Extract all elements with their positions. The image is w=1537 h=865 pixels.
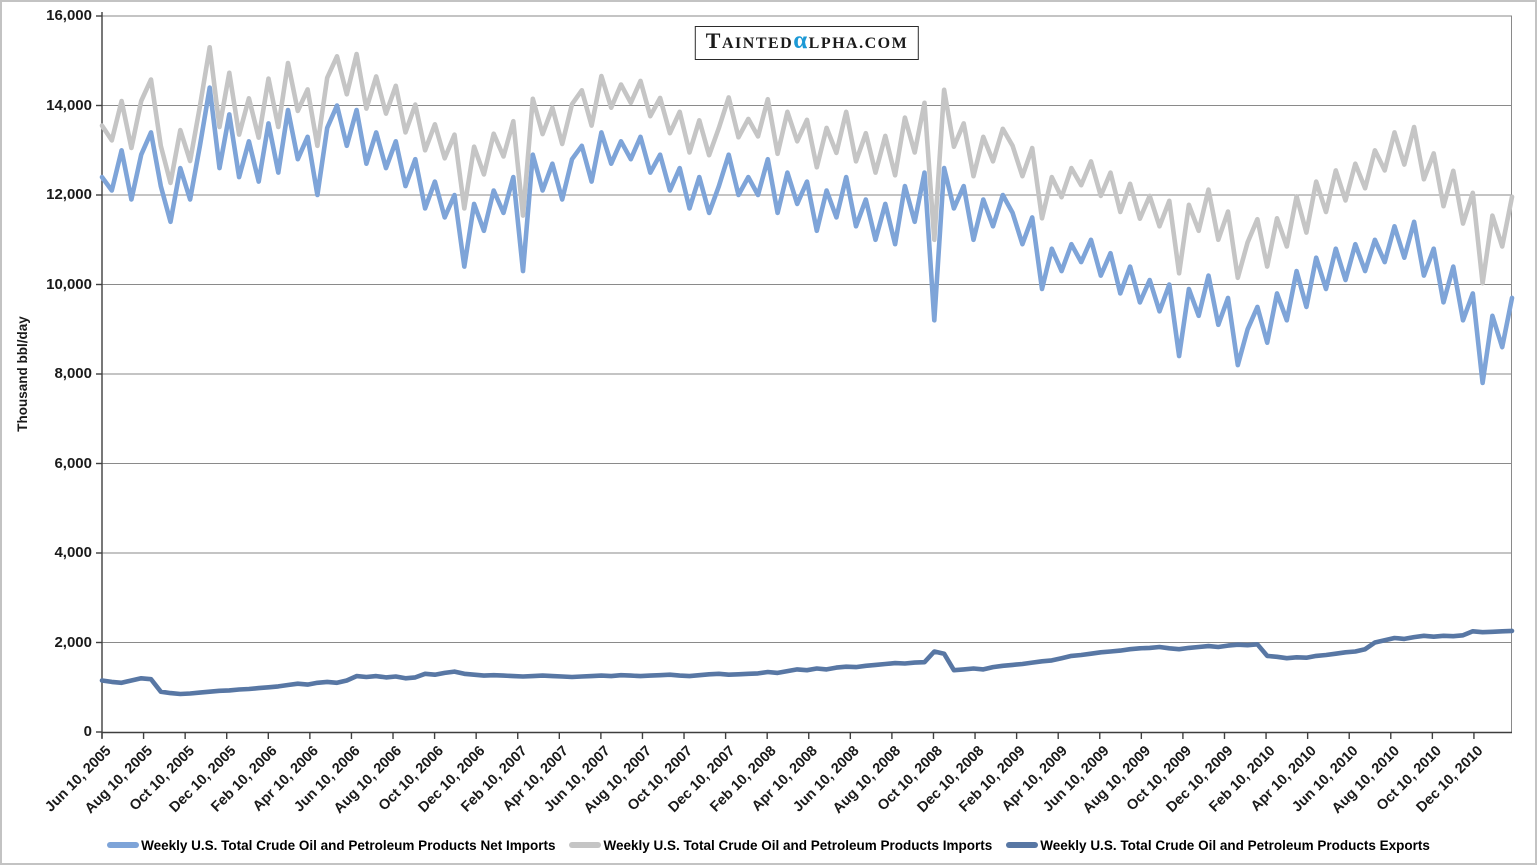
- legend-label-exports: Weekly U.S. Total Crude Oil and Petroleu…: [1040, 837, 1430, 853]
- legend-swatch-imports-line: [569, 842, 602, 848]
- series-line-0: [99, 85, 1515, 386]
- legend-item-net-imports: Weekly U.S. Total Crude Oil and Petroleu…: [107, 838, 555, 853]
- series-line-1: [99, 44, 1515, 286]
- legend-item-imports: Weekly U.S. Total Crude Oil and Petroleu…: [569, 838, 992, 853]
- y-axis-tick-label: 10,000: [46, 275, 92, 293]
- legend: Weekly U.S. Total Crude Oil and Petroleu…: [2, 834, 1535, 856]
- legend-swatch-net-imports-line: [107, 842, 140, 848]
- y-axis-tick-label: 2,000: [54, 633, 92, 651]
- legend-label-imports: Weekly U.S. Total Crude Oil and Petroleu…: [603, 837, 993, 853]
- y-axis-tick-label: 4,000: [54, 544, 92, 561]
- y-axis-tick-label: 8,000: [54, 365, 92, 382]
- y-axis-tick-label: 12,000: [46, 186, 92, 203]
- legend-swatch-exports-line: [1006, 842, 1039, 848]
- series-line-2: [99, 628, 1515, 697]
- y-axis-tick-label: 0: [83, 723, 92, 740]
- logo-alpha-glyph: α: [793, 27, 809, 54]
- legend-item-exports: Weekly U.S. Total Crude Oil and Petroleu…: [1006, 838, 1430, 853]
- y-axis-tick-label: 14,000: [46, 96, 92, 114]
- y-axis-tick-label: 16,000: [46, 7, 92, 24]
- y-axis-tick-label: 6,000: [54, 454, 92, 472]
- logo-name-rest: AINTED: [721, 35, 794, 52]
- logo-domain-rest: LPHA.COM: [808, 35, 909, 52]
- site-logo: TAINTEDαLPHA.COM: [694, 26, 920, 60]
- legend-label-net-imports: Weekly U.S. Total Crude Oil and Petroleu…: [141, 837, 556, 853]
- logo-first-letter: T: [705, 28, 722, 53]
